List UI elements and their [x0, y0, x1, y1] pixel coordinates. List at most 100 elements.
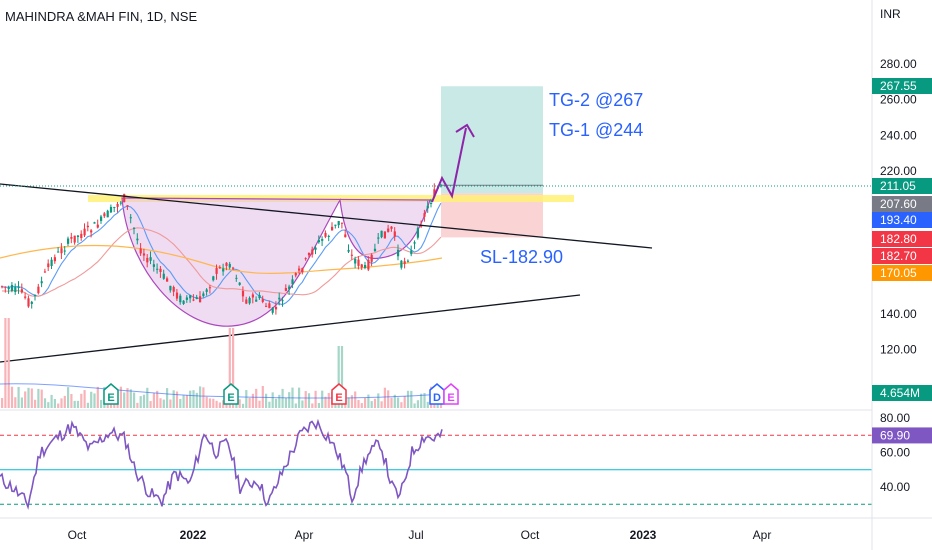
annotation-sl[interactable]: SL-182.90	[480, 247, 563, 267]
volume-bar	[238, 399, 241, 408]
volume-bar	[20, 397, 23, 408]
candle-body	[373, 248, 377, 252]
volume-bar	[119, 386, 122, 408]
long-position-tool[interactable]	[441, 86, 543, 238]
candle-body	[317, 240, 320, 243]
candle-body	[133, 227, 136, 229]
volume-bar	[426, 401, 429, 408]
candle-body	[241, 290, 245, 297]
volume-bar	[139, 396, 142, 408]
rsi-value-badge: 69.90	[872, 427, 932, 444]
event-marker[interactable]: E	[223, 383, 239, 405]
volume-bar	[317, 403, 320, 408]
time-tick-label: Oct	[521, 528, 540, 542]
volume-bar	[136, 402, 139, 408]
event-marker-shape	[223, 383, 239, 405]
volume-bar	[162, 399, 165, 408]
candle-body	[291, 279, 294, 284]
volume-bar	[73, 400, 76, 408]
volume-bar	[347, 397, 350, 408]
event-marker[interactable]: E	[331, 383, 347, 405]
volume-bar	[175, 391, 179, 408]
volume-bar	[387, 390, 390, 408]
descending-trendline[interactable]	[0, 183, 653, 249]
candle-body	[225, 262, 228, 266]
volume-bar	[83, 390, 86, 408]
volume-bar	[370, 401, 373, 408]
candle-body	[251, 294, 254, 298]
candle-body	[152, 264, 155, 267]
candle-body	[53, 257, 56, 262]
candle-body	[281, 300, 284, 302]
annotation-tg2[interactable]: TG-2 @267	[549, 90, 643, 110]
volume-bar	[1, 398, 4, 408]
candle-body	[156, 268, 159, 270]
annotation-tg1[interactable]: TG-1 @244	[549, 120, 643, 140]
volume-bar	[364, 398, 367, 408]
volume-bar	[4, 318, 7, 408]
price-tick-label: 140.00	[880, 307, 917, 321]
price-tick-label: 220.00	[880, 164, 917, 178]
candle-body	[43, 271, 47, 273]
volume-bar	[195, 392, 198, 408]
candle-body	[142, 253, 146, 256]
volume-bar	[142, 394, 146, 408]
price-badge: 193.40	[872, 212, 932, 228]
candle-body	[14, 286, 17, 292]
volume-bar	[202, 387, 205, 408]
price-badge-label: 207.60	[880, 197, 917, 211]
time-axis[interactable]: Oct 2022 Apr Jul Oct 2023 Apr	[68, 528, 772, 542]
time-tick-label: Apr	[295, 528, 314, 542]
candle-body	[129, 217, 132, 219]
candle-body	[383, 231, 386, 239]
volume-bar	[90, 391, 93, 408]
volume-bar	[314, 390, 317, 408]
price-badge-background	[872, 78, 932, 94]
volume-bar	[96, 386, 99, 408]
price-badge: 170.05	[872, 265, 932, 281]
price-axis[interactable]: 280.00 260.00 240.00 220.00 140.00 120.00	[880, 57, 917, 357]
volume-bar	[390, 397, 393, 408]
volume-bar	[354, 391, 357, 408]
projection-arrow[interactable]	[431, 127, 467, 203]
rsi-axis[interactable]: 80.00 60.00 40.00 69.90	[872, 411, 932, 494]
volume-bar	[215, 400, 218, 408]
volume-badge-background	[872, 385, 932, 401]
event-marker-shape	[331, 383, 347, 405]
candle-body	[116, 204, 119, 207]
price-tick-label: 240.00	[880, 128, 917, 142]
candle-body	[50, 259, 53, 267]
candle-body	[73, 235, 76, 243]
time-tick-label: Jul	[408, 528, 423, 542]
candle-body	[67, 238, 70, 244]
volume-bar	[208, 398, 212, 408]
ascending-trendline[interactable]	[0, 294, 581, 363]
volume-bar	[380, 401, 383, 408]
candle-body	[426, 205, 429, 209]
candle-body	[17, 286, 20, 289]
event-marker[interactable]: E	[103, 383, 119, 405]
price-tick-label: 260.00	[880, 93, 917, 107]
volume-bar	[307, 393, 311, 408]
candle-body	[377, 237, 380, 239]
price-badge-label: 267.55	[880, 79, 917, 93]
candle-body	[10, 285, 14, 291]
volume-bar	[245, 390, 248, 408]
candle-body	[34, 294, 37, 296]
volume-bar	[344, 403, 347, 408]
resistance-zone[interactable]	[88, 195, 574, 202]
volume-bar	[321, 390, 324, 408]
volume-bar	[410, 390, 413, 408]
candle-body	[159, 268, 162, 272]
candle-body	[403, 261, 406, 264]
event-marker[interactable]: E	[443, 383, 459, 405]
profit-zone[interactable]	[441, 86, 543, 194]
candle-body	[357, 259, 360, 266]
volume-bar	[258, 400, 261, 408]
volume-bar	[324, 396, 327, 408]
candle-body	[40, 281, 43, 284]
candle-body	[57, 251, 60, 253]
volume-bar	[199, 386, 202, 408]
event-marker-label: E	[335, 392, 342, 404]
